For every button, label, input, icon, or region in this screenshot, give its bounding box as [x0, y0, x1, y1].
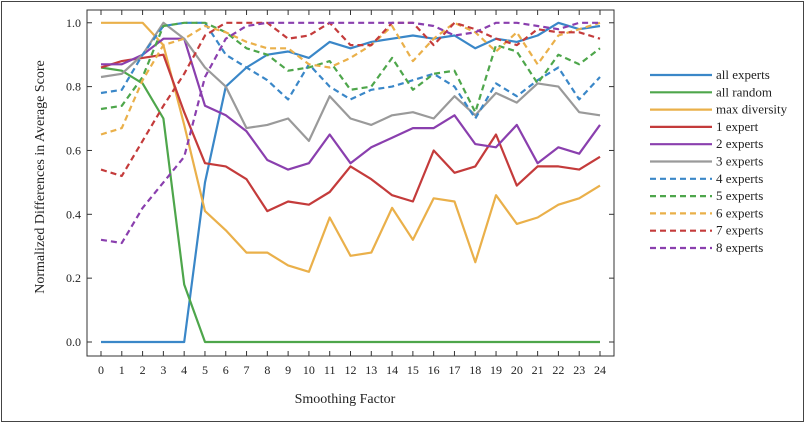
- x-tick-label: 1: [119, 363, 125, 377]
- x-tick-label: 2: [140, 363, 146, 377]
- series-line-3-experts: [100, 21, 601, 142]
- series-line-all-random: [100, 66, 600, 344]
- x-axis-ticks: 0 1 2 3 4 5 6 7 8 9 10 11 12 13 14 15 16 17 18 19 20 21 22 23 24: [98, 10, 606, 377]
- y-tick-label: 0.6: [66, 143, 81, 157]
- x-tick-label: 17: [448, 363, 460, 377]
- x-tick-label: 15: [407, 363, 419, 377]
- x-tick-label: 5: [202, 363, 208, 377]
- y-axis-label: Normalized Differences in Average Score: [33, 60, 48, 294]
- x-tick-label: 9: [285, 363, 291, 377]
- y-tick-label: 0.8: [66, 80, 81, 94]
- y-tick-label: 0.0: [66, 335, 81, 349]
- y-tick-label: 0.4: [66, 207, 81, 221]
- x-tick-label: 24: [594, 363, 606, 377]
- series-line-5-experts: [100, 21, 601, 114]
- y-axis-ticks: 0.0 0.2 0.4 0.6 0.8 1.0: [66, 16, 614, 349]
- legend-label: all experts: [716, 67, 770, 82]
- legend-label: all random: [716, 84, 772, 99]
- x-tick-label: 11: [324, 363, 336, 377]
- series-line-8-experts: [100, 21, 600, 245]
- series-layer: [100, 21, 601, 344]
- x-tick-label: 12: [345, 363, 357, 377]
- x-tick-label: 13: [365, 363, 377, 377]
- legend-label: 3 experts: [716, 154, 763, 169]
- x-tick-label: 14: [386, 363, 398, 377]
- legend-label: 8 experts: [716, 240, 763, 255]
- series-line-all-experts: [101, 21, 601, 344]
- legend: all experts all random max diversity 1 expe…: [650, 67, 788, 255]
- legend-label: 5 experts: [716, 188, 763, 203]
- x-tick-label: 7: [244, 363, 250, 377]
- legend-label: 4 experts: [716, 171, 763, 186]
- x-tick-label: 4: [181, 363, 187, 377]
- x-tick-label: 20: [511, 363, 523, 377]
- legend-label: 6 experts: [716, 205, 763, 220]
- x-tick-label: 0: [98, 363, 104, 377]
- x-tick-label: 21: [532, 363, 544, 377]
- x-tick-label: 8: [264, 363, 270, 377]
- series-line-7-experts: [100, 21, 601, 178]
- legend-label: 1 expert: [716, 119, 759, 134]
- y-tick-label: 0.2: [66, 271, 81, 285]
- series-line-1-expert: [100, 53, 601, 213]
- y-tick-label: 1.0: [66, 16, 81, 30]
- legend-label: 2 experts: [716, 136, 763, 151]
- legend-label: 7 experts: [716, 223, 763, 238]
- x-tick-label: 10: [303, 363, 315, 377]
- series-line-2-experts: [101, 37, 601, 171]
- x-tick-label: 19: [490, 363, 502, 377]
- series-line-max-diversity: [101, 21, 601, 273]
- series-line-4-experts: [100, 21, 601, 120]
- x-tick-label: 22: [552, 363, 564, 377]
- x-tick-label: 6: [223, 363, 229, 377]
- x-axis-label: Smoothing Factor: [295, 392, 396, 407]
- x-tick-label: 3: [160, 363, 166, 377]
- legend-label: max diversity: [716, 102, 788, 117]
- x-tick-label: 18: [469, 363, 481, 377]
- x-tick-label: 23: [573, 363, 585, 377]
- x-tick-label: 16: [428, 363, 440, 377]
